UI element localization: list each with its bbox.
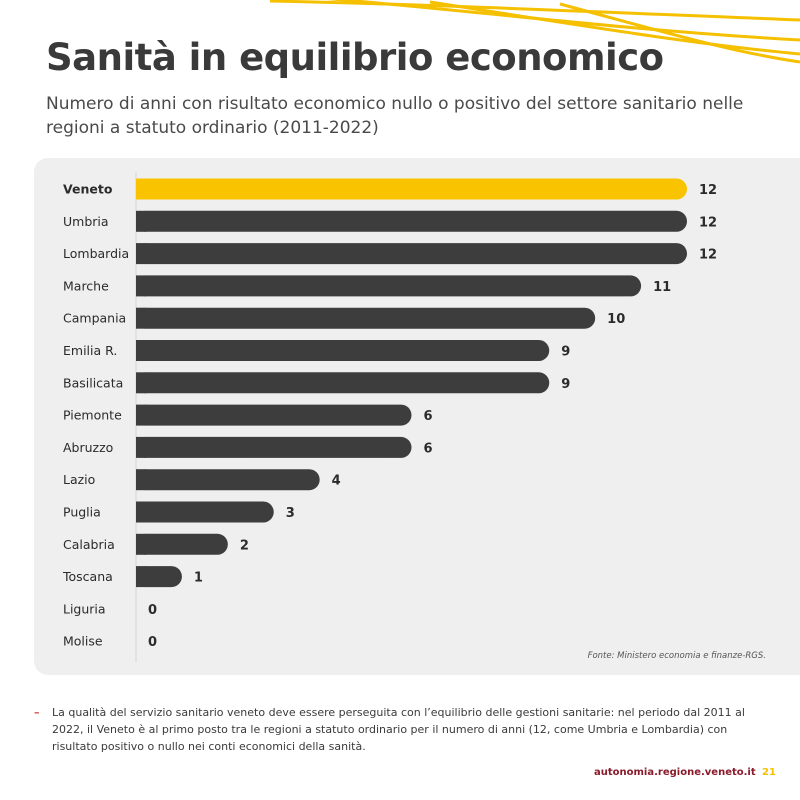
decorative-yellow-waves <box>269 0 800 64</box>
bar <box>136 469 320 491</box>
value-label: 3 <box>286 506 295 521</box>
value-label: 12 <box>699 183 717 198</box>
bar-left-edge <box>136 404 147 426</box>
category-label: Lazio <box>63 472 95 487</box>
value-label: 2 <box>240 538 249 553</box>
category-label: Piemonte <box>63 408 122 423</box>
bar <box>136 210 687 232</box>
bar-left-edge <box>136 469 147 491</box>
category-label: Emilia R. <box>63 343 117 358</box>
value-label: 0 <box>148 603 157 618</box>
chart-source: Fonte: Ministero economia e finanze-RGS. <box>587 651 766 661</box>
category-label: Umbria <box>63 214 109 229</box>
bar-left-edge <box>136 275 147 297</box>
bar-left-edge <box>136 210 147 232</box>
value-label: 9 <box>561 345 570 360</box>
category-label: Basilicata <box>63 375 123 390</box>
page-subtitle: Numero di anni con risultato economico n… <box>46 94 744 138</box>
bar <box>136 501 274 523</box>
bar <box>136 340 550 361</box>
category-label: Abruzzo <box>63 440 113 455</box>
bar-left-edge <box>136 566 147 588</box>
bar-left-edge <box>136 501 147 523</box>
category-label: Veneto <box>63 182 113 197</box>
bar-left-edge <box>136 178 147 200</box>
page-number: 21 <box>762 767 776 778</box>
page-title: Sanità in equilibrio economico <box>46 36 664 79</box>
category-label: Lombardia <box>63 246 129 261</box>
note-bullet: – <box>34 706 40 719</box>
bar-left-edge <box>136 307 147 329</box>
bar <box>136 275 642 297</box>
bar-left-edge <box>136 243 147 265</box>
category-label: Calabria <box>63 537 115 552</box>
note-text: La qualità del servizio sanitario veneto… <box>52 706 745 753</box>
bar <box>136 372 550 394</box>
value-label: 12 <box>699 215 717 230</box>
bar-left-edge <box>136 436 147 458</box>
footer-site: autonomia.regione.veneto.it <box>594 767 756 778</box>
bar <box>136 436 412 458</box>
bar-left-edge <box>136 340 147 361</box>
bar <box>136 533 228 555</box>
value-label: 0 <box>148 635 157 650</box>
bar <box>136 243 687 265</box>
bar <box>136 566 182 588</box>
bar <box>136 307 596 329</box>
bar <box>136 404 412 426</box>
bar-left-edge <box>136 372 147 394</box>
bar-left-edge <box>136 533 147 555</box>
value-label: 6 <box>424 409 433 424</box>
category-label: Puglia <box>63 505 101 520</box>
value-label: 11 <box>653 280 671 295</box>
bar <box>136 178 687 200</box>
value-label: 1 <box>194 571 203 586</box>
category-label: Toscana <box>62 569 113 584</box>
value-label: 12 <box>699 248 717 263</box>
value-label: 9 <box>561 377 570 392</box>
category-label: Liguria <box>63 601 106 616</box>
category-label: Campania <box>63 311 126 326</box>
value-label: 6 <box>424 441 433 456</box>
category-label: Molise <box>63 634 103 649</box>
category-label: Marche <box>63 278 109 293</box>
explanatory-note: – La qualità del servizio sanitario vene… <box>34 704 754 755</box>
value-label: 10 <box>607 312 625 327</box>
value-label: 4 <box>332 474 341 489</box>
